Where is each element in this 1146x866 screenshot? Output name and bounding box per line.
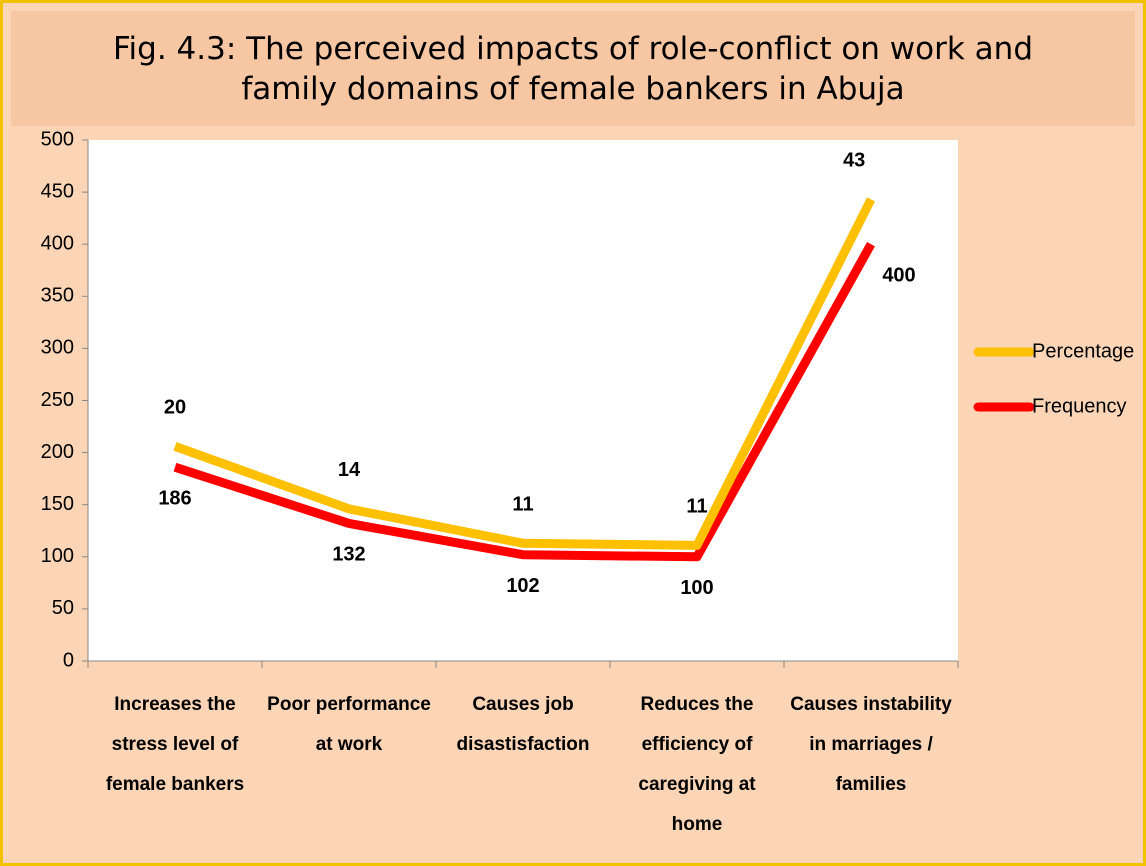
y-tick-label: 400: [41, 232, 74, 254]
chart-title: Fig. 4.3: The perceived impacts of role-…: [11, 11, 1135, 126]
x-tick-label: Poor performance at work: [267, 694, 431, 755]
y-tick-label: 0: [63, 649, 74, 671]
y-tick-label: 450: [41, 180, 74, 202]
y-tick-label: 500: [41, 128, 74, 150]
plot-area: [88, 140, 958, 661]
y-tick-label: 350: [41, 285, 74, 307]
y-tick-label: 300: [41, 337, 74, 359]
data-label: 11: [686, 496, 707, 518]
y-tick-label: 250: [41, 389, 74, 411]
data-label: 11: [512, 494, 533, 516]
y-tick-label: 100: [41, 545, 74, 567]
x-tick-label: Reduces the efficiency of caregiving at …: [638, 694, 756, 835]
data-label: 186: [158, 487, 191, 509]
data-label: 102: [506, 575, 539, 597]
data-label: 14: [338, 459, 361, 481]
series-line: [173, 242, 875, 562]
plot: 0 50 100 150 200 250 300 350 400 450 500 186 132 102 1…: [41, 128, 1135, 671]
data-label: 400: [882, 264, 915, 286]
y-tick-label: 200: [41, 441, 74, 463]
series-line: [173, 197, 876, 550]
data-label: 132: [332, 544, 365, 566]
legend-label: Percentage: [1032, 340, 1134, 362]
data-label: 20: [164, 397, 186, 419]
x-tick-label: Causes job disastisfaction: [456, 694, 590, 755]
y-tick-label: 50: [52, 597, 74, 619]
data-label: 43: [843, 150, 865, 172]
data-label: 100: [680, 577, 713, 599]
y-tick-label: 150: [41, 493, 74, 515]
legend-label: Frequency: [1032, 395, 1127, 417]
x-tick-label: Causes instability in marriages / famili…: [790, 694, 952, 795]
x-tick-label: Increases the stress level of female ban…: [105, 694, 245, 795]
